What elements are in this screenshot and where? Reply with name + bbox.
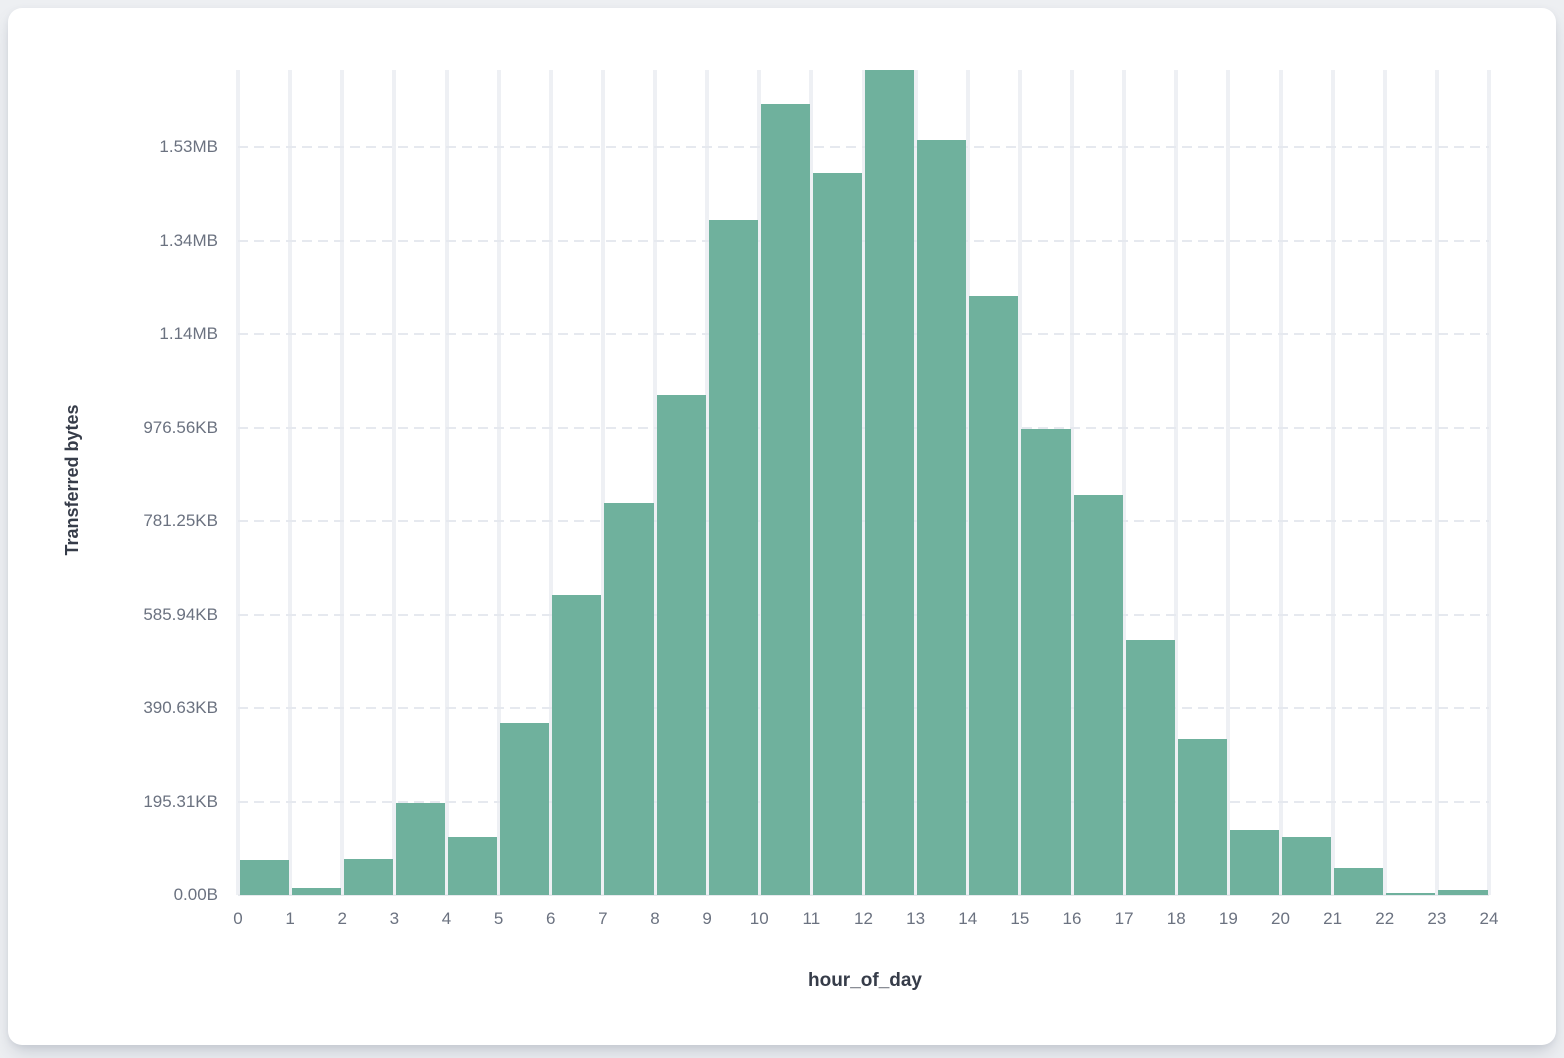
v-gridline (705, 70, 710, 895)
x-axis-title: hour_of_day (807, 970, 923, 991)
x-tick-label: 14 (958, 909, 978, 928)
histogram-bar[interactable] (760, 104, 810, 895)
x-tick-label: 2 (337, 909, 347, 928)
v-gridline (757, 70, 762, 895)
x-tick-label: 13 (906, 909, 926, 928)
v-gridline (1330, 70, 1335, 895)
y-tick-label: 390.63KB (143, 698, 218, 718)
v-gridline (1278, 70, 1283, 895)
histogram-bar[interactable] (917, 140, 967, 895)
histogram-bar[interactable] (1125, 639, 1175, 895)
histogram-bar[interactable] (1386, 893, 1436, 895)
histogram-bar[interactable] (395, 803, 445, 895)
x-tick-label: 8 (650, 909, 660, 928)
v-gridline (236, 70, 240, 895)
y-tick-label: 1.53MB (159, 137, 218, 157)
x-tick-label: 10 (749, 909, 769, 928)
y-tick-label: 0.00B (173, 885, 218, 904)
h-gridline (238, 146, 1489, 149)
h-gridline (238, 800, 1489, 803)
histogram-bar[interactable] (291, 887, 341, 895)
x-tick-label: 23 (1427, 909, 1447, 928)
histogram-bar[interactable] (1177, 739, 1227, 895)
x-tick-label: 0 (233, 909, 243, 928)
h-gridline (238, 613, 1489, 616)
x-tick-label: 24 (1479, 909, 1499, 928)
chart-card: Transferred bytes 0 1 2 3 4 5 6 7 8 9 10 11 12 13 14 15… (8, 8, 1556, 1045)
h-gridline (238, 520, 1489, 523)
h-gridline (238, 426, 1489, 429)
histogram-bar[interactable] (1229, 829, 1279, 895)
x-tick-label: 12 (854, 909, 873, 928)
v-gridline (1226, 70, 1231, 895)
v-gridline (548, 70, 553, 895)
v-gridline (444, 70, 449, 895)
x-tick-label: 9 (702, 909, 712, 928)
h-gridline (238, 894, 1489, 896)
y-tick-label: 781.25KB (143, 511, 218, 531)
x-tick-label: 22 (1375, 909, 1395, 928)
v-gridline (861, 70, 866, 895)
x-tick-label: 15 (1010, 909, 1030, 928)
x-tick-label: 7 (598, 909, 608, 928)
x-tick-label: 3 (389, 909, 400, 928)
v-gridline (496, 70, 501, 895)
x-tick-label: 1 (285, 909, 295, 928)
histogram-bar[interactable] (1282, 836, 1332, 895)
histogram-bar[interactable] (448, 836, 498, 895)
histogram-bar[interactable] (1073, 494, 1123, 895)
histogram-bar[interactable] (500, 723, 550, 895)
x-tick-label: 17 (1114, 909, 1134, 928)
plot-area: 0 1 2 3 4 5 6 7 8 9 10 11 12 13 14 15 16 17 18 19 20 21 22 23 24… (143, 70, 1498, 928)
v-gridline (288, 70, 293, 895)
v-gridline (913, 70, 918, 895)
v-gridline (965, 70, 970, 895)
v-gridline (1382, 70, 1387, 895)
histogram-bar[interactable] (656, 395, 706, 895)
histogram-bar[interactable] (239, 860, 289, 895)
x-tick-label: 20 (1271, 909, 1290, 928)
histogram-bar[interactable] (812, 172, 862, 895)
v-gridline (392, 70, 397, 895)
y-tick-label: 976.56KB (143, 417, 218, 437)
v-gridline (340, 70, 345, 895)
histogram-bar[interactable] (343, 858, 393, 895)
x-tick-label: 6 (546, 909, 556, 928)
histogram-bar[interactable] (1438, 890, 1488, 895)
histogram-bar[interactable] (1334, 868, 1384, 895)
histogram-bar[interactable] (708, 220, 758, 895)
v-gridline (653, 70, 657, 895)
v-gridline (1017, 70, 1022, 895)
v-gridline (809, 70, 814, 895)
h-gridline (238, 239, 1489, 242)
h-gridline (238, 333, 1489, 336)
histogram-bar[interactable] (604, 502, 654, 895)
y-tick-label: 1.14MB (159, 324, 218, 344)
x-tick-label: 4 (441, 909, 452, 928)
histogram-bar[interactable] (1021, 428, 1071, 895)
x-tick-label: 19 (1218, 909, 1238, 928)
histogram-bar[interactable] (969, 296, 1019, 895)
x-tick-label: 18 (1166, 909, 1186, 928)
v-gridline (600, 70, 605, 895)
histogram-bar[interactable] (865, 70, 915, 895)
h-gridline (238, 707, 1489, 710)
histogram-bar[interactable] (552, 594, 602, 895)
y-tick-label: 1.34MB (159, 230, 218, 250)
y-tick-label: 195.31KB (143, 791, 218, 811)
y-axis-title: Transferred bytes (62, 404, 82, 556)
v-gridline (1070, 70, 1074, 895)
x-tick-label: 11 (802, 909, 821, 928)
x-tick-label: 21 (1323, 909, 1343, 928)
x-tick-label: 5 (493, 909, 504, 928)
v-gridline (1434, 70, 1439, 895)
x-tick-label: 16 (1062, 909, 1082, 928)
v-gridline (1487, 70, 1491, 895)
v-gridline (1122, 70, 1127, 895)
v-gridline (1174, 70, 1179, 895)
y-tick-label: 585.94KB (143, 604, 218, 624)
